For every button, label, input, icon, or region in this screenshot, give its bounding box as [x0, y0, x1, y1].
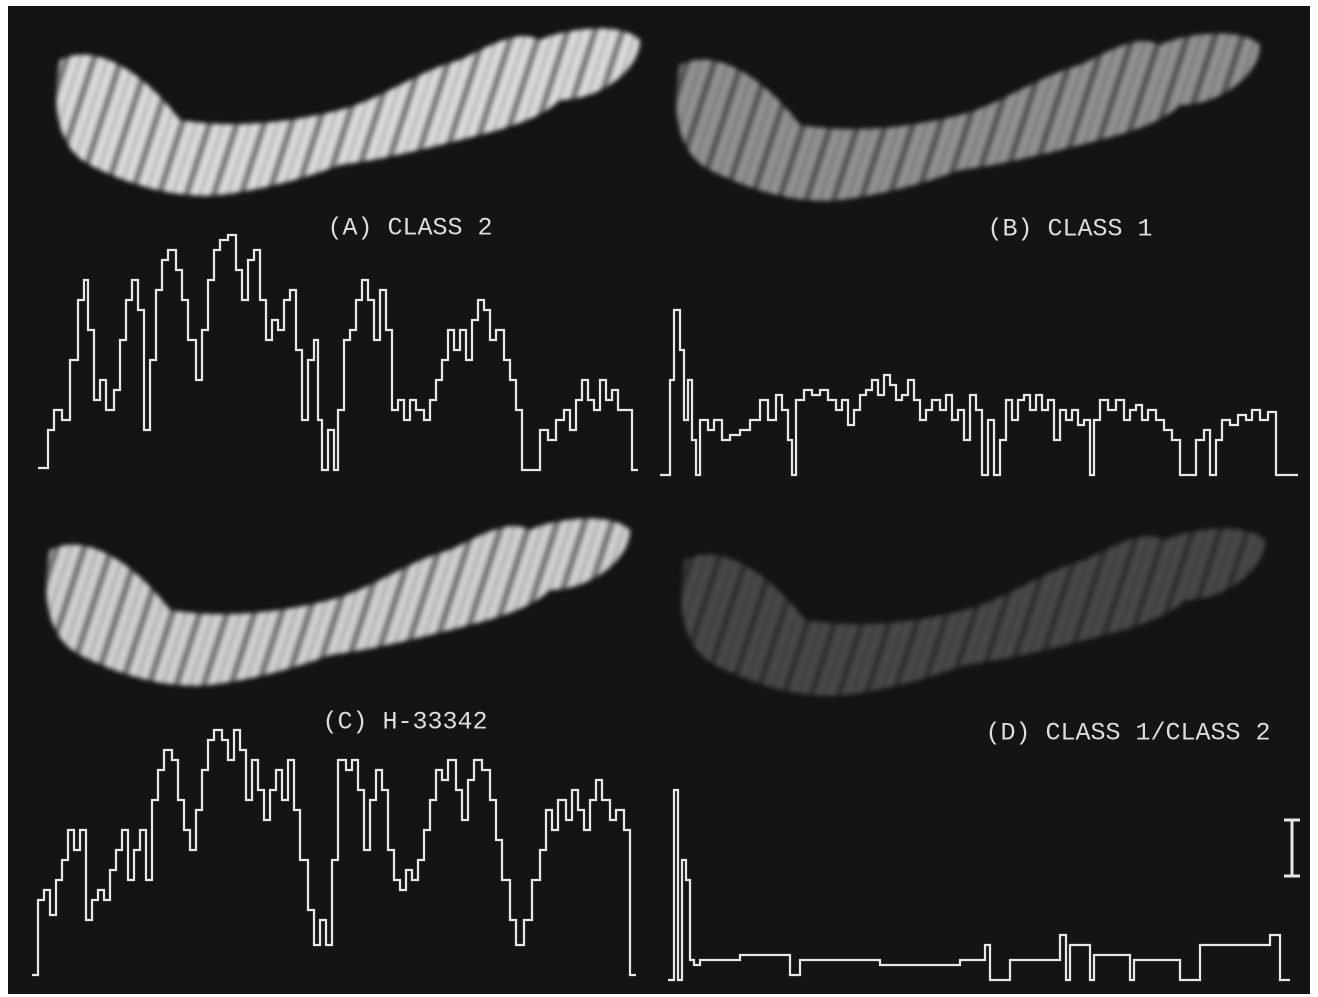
panel-label: (A) CLASS 2 [327, 214, 492, 243]
panel-label: (B) CLASS 1 [987, 215, 1152, 244]
panel-label: (C) H-33342 [322, 708, 487, 737]
panel-label: (D) CLASS 1/CLASS 2 [985, 719, 1270, 748]
figure: (A) CLASS 2 (B) CLASS 1 (C) H-33342 (D) … [0, 0, 1318, 997]
page: (A) CLASS 2 (B) CLASS 1 (C) H-33342 (D) … [0, 0, 1318, 997]
